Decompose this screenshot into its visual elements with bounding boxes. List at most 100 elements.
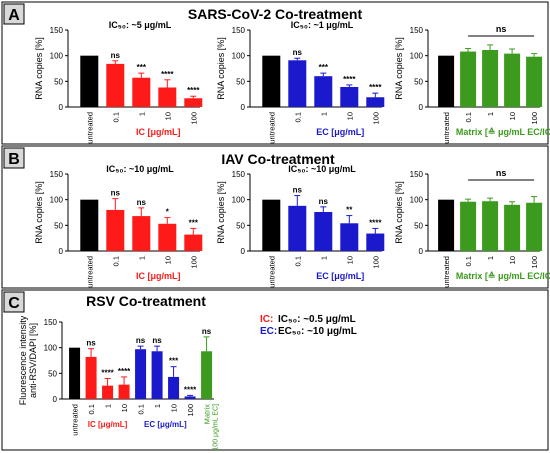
bar [504,53,521,107]
y-tick-label: 150 [50,170,64,179]
chart-b1: 0 50 100 150 RNA copies [%] IC₅₀: ~10 μg/mL un… [34,164,203,288]
x-tick-label: 1 [486,256,495,260]
x-tick-label: untreated [267,256,276,288]
x-tick-label: 1 [319,256,328,260]
significance-label: **** [184,385,197,394]
x-tick-label: 10 [170,404,179,412]
bar [158,87,177,107]
x-tick-label: 100 [371,256,380,269]
x-tick-label: 100 [530,256,539,269]
chart-c1: 0 50 100 150 Fluorescence intensity anti-RSV/… [18,315,220,453]
bar [482,201,499,251]
x-axis-label: Matrix [≙ μg/mL EC/IC] [456,127,550,137]
x-tick-label: 100 [530,112,539,125]
bar [460,201,477,251]
y-tick-label: 100 [44,344,58,353]
bar [132,216,151,251]
x-tick-label: 0.1 [87,404,96,414]
x-tick-label: 0.1 [293,112,302,122]
significance-label: ns [319,197,329,206]
bar [118,384,130,399]
bar [340,223,359,251]
rsv-ic-legend-label: IC: [260,314,273,325]
x-tick-label: untreated [442,256,451,288]
significance-label: ns [111,189,121,198]
y-tick-label: 150 [44,318,58,327]
significance-label: **** [161,70,174,79]
x-axis-label: EC [μg/mL] [316,127,364,137]
bar [106,209,125,251]
y-axis-label: RNA copies [%] [34,181,44,244]
y-tick-label: 0 [59,103,64,112]
y-tick-label: 0 [59,247,64,256]
bar [102,385,114,399]
x-axis-label: IC [μg/mL] [136,271,181,281]
significance-label: ns [86,339,96,348]
bracket-label: ns [496,24,507,34]
y-tick-label: 150 [410,26,424,35]
significance-label: ns [293,48,303,57]
y-tick-label: 100 [232,52,246,61]
bar [288,60,307,107]
bar [184,396,196,399]
chart-b3: 0 50 100 150 RNA copies [%] untreated 0.1 1 10 10… [394,168,550,288]
bar [438,55,455,107]
significance-label: * [166,208,170,217]
y-tick-label: 50 [54,77,63,86]
bracket-label: ns [496,168,507,178]
x-tick-label: 0.1 [111,256,120,266]
panel-c-letter-box [3,291,25,313]
x-tick-label: 1 [137,256,146,260]
bar [504,204,521,251]
y-tick-label: 50 [48,369,57,378]
y-tick-label: 50 [414,77,423,86]
x-tick-label: 100 [371,112,380,125]
bar [184,234,203,251]
bar [80,55,99,107]
significance-label: **** [187,86,200,95]
y-tick-label: 0 [53,395,58,404]
bar [314,76,333,107]
bar [158,223,177,251]
ic50-annotation: IC₅₀: ~5 μg/mL [109,20,172,30]
y-tick-label: 100 [410,52,424,61]
significance-label: **** [369,83,382,92]
significance-label: ns [293,186,303,195]
bar [526,56,543,107]
panel-b-letter-box [3,147,25,169]
x-tick-label-sub: [≙ 100 μg/mL EC] [212,404,220,453]
panel-a-frame [1,1,549,145]
x-tick-label: 10 [345,112,354,120]
bar [366,233,385,251]
y-tick-label: 50 [414,221,423,230]
panel-b-frame [1,145,549,289]
y-tick-label: 100 [232,196,246,205]
x-axis-label: EC [μg/mL] [316,271,364,281]
significance-label: **** [118,367,131,376]
chart-a1: 0 50 100 150 RNA copies [%] IC₅₀: ~5 μg/mL unt… [34,20,203,144]
panel-c-title: RSV Co-treatment [86,293,206,309]
rsv-ec-legend-value: EC₅₀: ~10 μg/mL [278,326,357,337]
significance-label: **** [101,368,114,377]
bar [482,50,499,107]
panel-a-letter-box [3,3,25,25]
panel-a-letter: A [8,7,20,24]
y-axis-label: RNA copies [%] [394,181,404,244]
bar [460,51,477,107]
significance-label: ** [346,206,353,215]
x-tick-label: 0.1 [464,256,473,266]
bar [314,211,333,251]
x-group-label: IC [μg/mL] [88,420,128,429]
significance-label: ns [111,51,121,60]
significance-label: ns [136,336,146,345]
x-tick-label: 10 [508,112,517,120]
significance-label: ns [202,327,212,336]
y-tick-label: 0 [419,247,424,256]
y-tick-label: 150 [232,26,246,35]
bar [184,98,203,107]
y-tick-label: 50 [236,77,245,86]
x-tick-label: untreated [267,112,276,144]
bar [262,199,281,251]
significance-label: **** [369,218,382,227]
significance-label: *** [189,218,199,227]
